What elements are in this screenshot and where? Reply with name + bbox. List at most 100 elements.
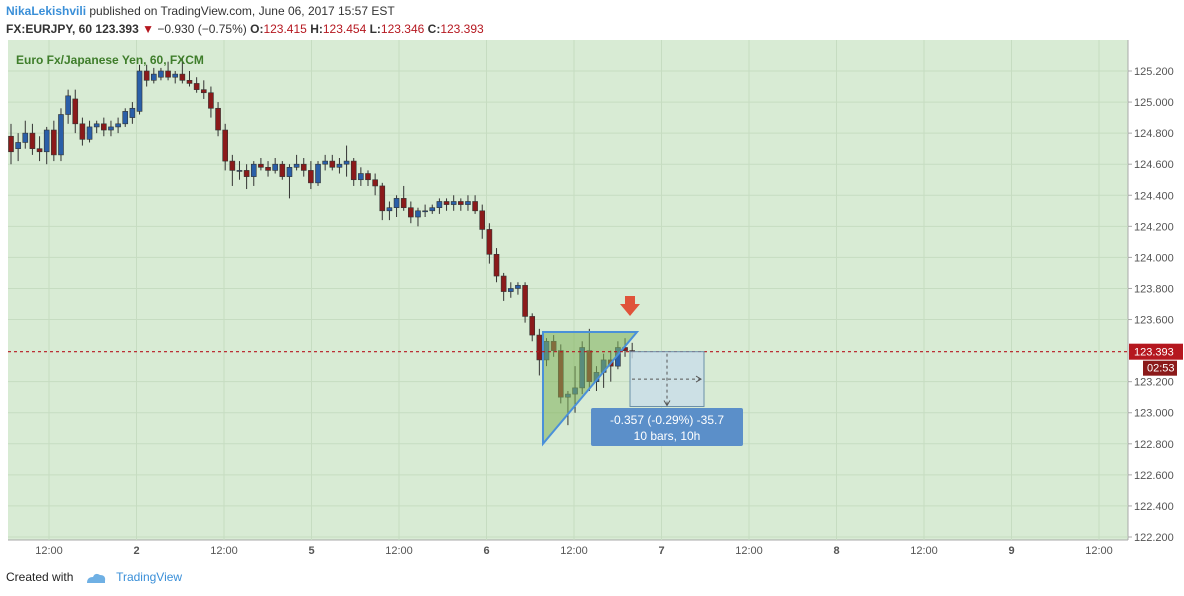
created-with-text: Created with <box>6 570 74 584</box>
sell-arrow-icon[interactable] <box>620 296 640 316</box>
open-label: O: <box>250 22 264 36</box>
countdown-box <box>1143 360 1177 376</box>
close-label: C: <box>427 22 441 36</box>
x-tick-label: 12:00 <box>1085 545 1113 557</box>
candle-body <box>379 185 386 212</box>
x-tick-label: 8 <box>833 545 839 557</box>
current-price-label: 123.393 <box>1134 347 1174 359</box>
measure-label-box <box>591 408 743 446</box>
y-tick-label: 123.800 <box>1134 283 1174 295</box>
tradingview-logo-icon <box>86 573 105 583</box>
candle-body <box>186 80 193 84</box>
candle-body <box>422 210 428 213</box>
candle-body <box>400 198 407 208</box>
candle-body <box>415 210 421 218</box>
candle-body <box>429 207 436 212</box>
candle-body <box>36 148 43 153</box>
y-tick-label: 124.600 <box>1134 159 1174 171</box>
candle-body <box>500 275 507 292</box>
candle-body <box>115 123 121 128</box>
measure-label-line2: 10 bars, 10h <box>634 429 701 443</box>
candle-body <box>208 92 214 109</box>
candle-body <box>472 201 478 212</box>
triangle-pattern[interactable] <box>542 330 640 447</box>
low-value: 123.346 <box>380 22 425 36</box>
chart-header: NikaLekishvili published on TradingView.… <box>0 0 1184 40</box>
candle-body <box>486 229 493 255</box>
candle-body <box>350 160 357 181</box>
candle-body <box>172 73 179 78</box>
candle-body <box>122 111 129 125</box>
chart-title: Euro Fx/Japanese Yen, 60, FXCM <box>16 53 204 67</box>
candle-body <box>158 70 164 78</box>
candle-body <box>393 198 400 208</box>
candle-body <box>179 73 186 81</box>
y-tick-label: 125.200 <box>1134 66 1174 78</box>
countdown-label: 02:53 <box>1147 363 1175 375</box>
symbol-info: FX:EURJPY, 60 123.393 ▼ −0.930 (−0.75%) … <box>6 22 484 36</box>
current-price-label-box <box>1129 343 1183 360</box>
price-change: −0.930 (−0.75%) <box>157 22 247 36</box>
x-tick-label: 12:00 <box>385 545 413 557</box>
x-tick-label: 6 <box>483 545 489 557</box>
x-tick-label: 12:00 <box>910 545 938 557</box>
candle-body <box>322 160 328 165</box>
candle-body <box>29 132 36 149</box>
measure-arrow-down <box>663 400 671 407</box>
open-value: 123.415 <box>263 22 307 36</box>
y-tick-label: 122.800 <box>1134 439 1174 451</box>
candle-body <box>215 107 221 131</box>
x-tick-label: 7 <box>658 545 664 557</box>
candle-body <box>143 70 150 81</box>
candle-body <box>43 129 50 153</box>
close-value: 123.393 <box>440 22 484 36</box>
y-tick-label: 122.400 <box>1134 501 1174 513</box>
y-tick-label: 123.000 <box>1134 408 1174 420</box>
x-axis-labels: 12:00 2 12:00 5 12:00 6 12:00 7 12:00 8 12:00 9 12:0… <box>35 545 1113 557</box>
candle-body <box>86 126 93 140</box>
candle-body <box>336 163 343 168</box>
candle-body <box>515 285 521 289</box>
candle-body <box>365 173 371 181</box>
y-tick-label: 124.000 <box>1134 252 1174 264</box>
candle-body <box>293 163 300 168</box>
price-axis[interactable] <box>1128 40 1184 540</box>
last-price: 123.393 <box>95 22 139 36</box>
y-tick-label: 123.200 <box>1134 377 1174 389</box>
candle-body <box>8 135 14 153</box>
high-label: H: <box>310 22 323 36</box>
author-link[interactable]: NikaLekishvili <box>6 4 87 18</box>
candle-body <box>229 160 236 171</box>
candle-body <box>265 167 271 171</box>
candle-body <box>436 201 443 208</box>
tradingview-brand-link[interactable]: TradingView <box>116 570 183 584</box>
candle-body <box>193 83 200 90</box>
low-label: L: <box>369 22 381 36</box>
candle-body <box>258 163 264 168</box>
published-text: published on TradingView.com, June 06, 2… <box>86 4 395 18</box>
measure-label-line1: -0.357 (-0.29%) -35.7 <box>610 413 724 427</box>
candle-body <box>22 132 29 143</box>
plot-area[interactable] <box>8 40 1128 540</box>
x-tick-label: 9 <box>1008 545 1014 557</box>
candle-body <box>101 123 107 131</box>
y-tick-label: 124.400 <box>1134 190 1174 202</box>
grid <box>8 40 1128 540</box>
annotations: -0.357 (-0.29%) -35.7 10 bars, 10h <box>8 296 1128 447</box>
candle-body <box>315 163 321 184</box>
footer: Created with TradingView <box>6 570 182 585</box>
y-tick-label: 122.600 <box>1134 470 1174 482</box>
x-tick-label: 2 <box>133 545 139 557</box>
candle-body <box>236 170 243 172</box>
y-tick-label: 124.200 <box>1134 221 1174 233</box>
candle-body <box>343 160 350 165</box>
candle-body <box>386 207 393 212</box>
candle-body <box>408 207 414 218</box>
x-tick-label: 12:00 <box>560 545 588 557</box>
candlestick-chart[interactable]: -0.357 (-0.29%) -35.7 10 bars, 10h 125.20… <box>0 40 1184 560</box>
candle-body <box>200 89 207 94</box>
time-axis[interactable] <box>0 540 1184 560</box>
candle-body <box>308 170 314 184</box>
candle-body <box>272 163 278 171</box>
y-tick-label: 125.000 <box>1134 97 1174 109</box>
